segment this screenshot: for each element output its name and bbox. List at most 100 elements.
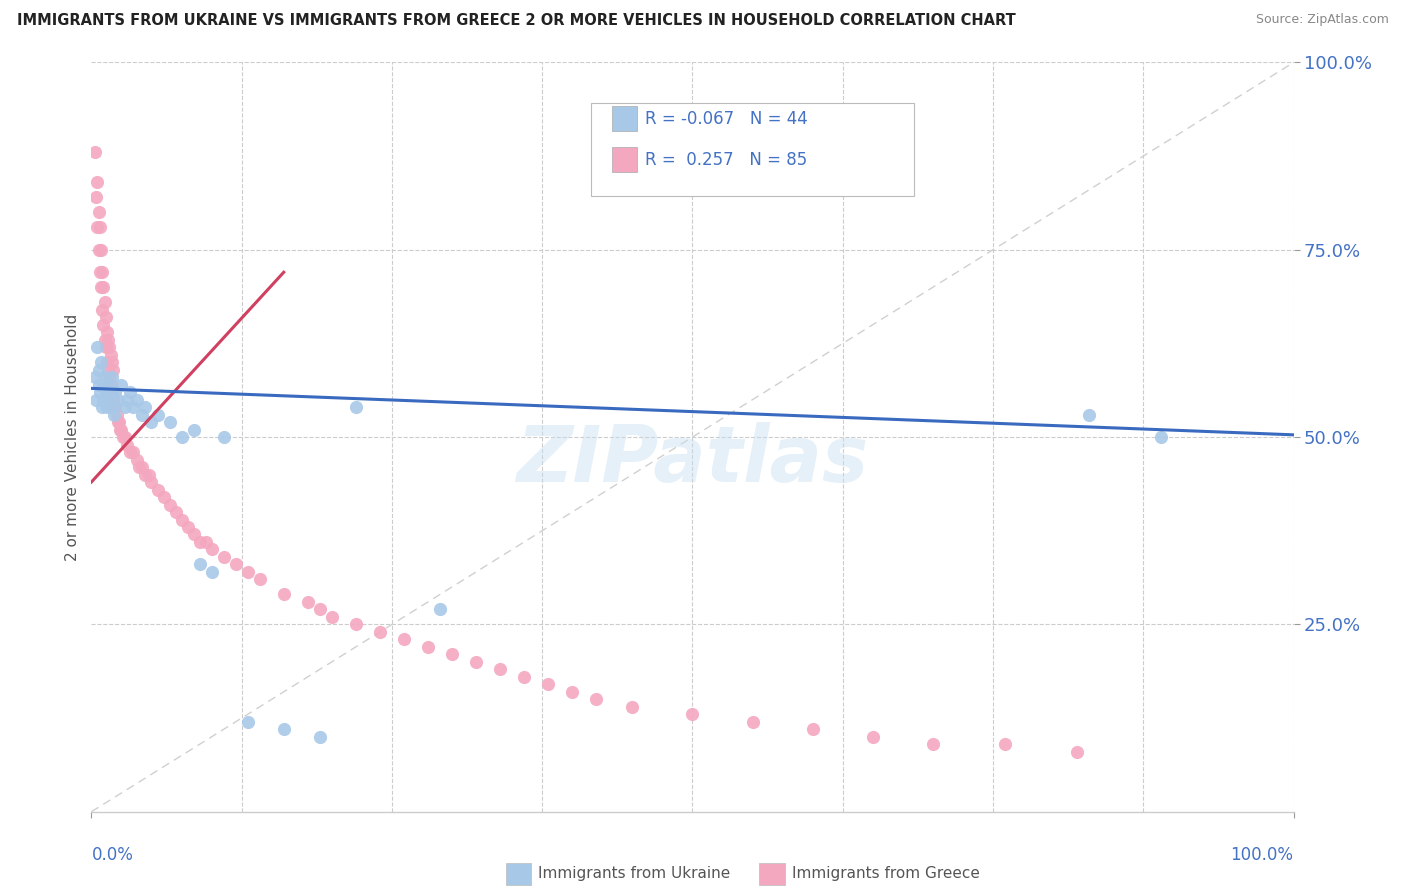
Point xyxy=(344,617,367,632)
Point xyxy=(90,355,112,369)
Point xyxy=(90,280,112,294)
Point xyxy=(86,175,108,189)
Point xyxy=(297,595,319,609)
Point xyxy=(98,340,121,354)
Point xyxy=(236,714,259,729)
Point xyxy=(96,355,118,369)
Point xyxy=(188,535,211,549)
Point xyxy=(93,392,115,407)
Point xyxy=(429,602,451,616)
Point xyxy=(84,370,107,384)
Point xyxy=(537,677,560,691)
Point xyxy=(84,392,107,407)
Point xyxy=(1066,745,1088,759)
Point xyxy=(118,445,141,459)
Text: 0.0%: 0.0% xyxy=(91,846,134,863)
Point xyxy=(741,714,763,729)
Point xyxy=(1078,408,1101,422)
Point xyxy=(86,340,108,354)
Point xyxy=(138,467,160,482)
Point xyxy=(101,385,124,400)
Point xyxy=(97,333,120,347)
Point xyxy=(176,520,198,534)
Point xyxy=(152,490,174,504)
Point xyxy=(114,430,136,444)
Point xyxy=(212,549,235,564)
Point xyxy=(308,602,330,616)
Point xyxy=(94,340,117,354)
Point xyxy=(86,220,108,235)
Text: 100.0%: 100.0% xyxy=(1230,846,1294,863)
Point xyxy=(561,685,583,699)
Point xyxy=(170,512,193,526)
Point xyxy=(103,400,125,414)
Point xyxy=(122,445,145,459)
Point xyxy=(84,145,107,160)
Point xyxy=(212,430,235,444)
Text: Source: ZipAtlas.com: Source: ZipAtlas.com xyxy=(1256,13,1389,27)
Point xyxy=(273,723,295,737)
Point xyxy=(141,415,163,429)
Point xyxy=(93,333,115,347)
Point xyxy=(416,640,439,654)
Point xyxy=(91,265,114,279)
Text: IMMIGRANTS FROM UKRAINE VS IMMIGRANTS FROM GREECE 2 OR MORE VEHICLES IN HOUSEHOL: IMMIGRANTS FROM UKRAINE VS IMMIGRANTS FR… xyxy=(17,13,1015,29)
Point xyxy=(90,243,112,257)
Point xyxy=(159,415,181,429)
Point xyxy=(118,385,141,400)
Point xyxy=(585,692,607,706)
Point xyxy=(97,362,120,376)
Point xyxy=(110,423,132,437)
Point xyxy=(801,723,824,737)
Point xyxy=(134,467,156,482)
Point xyxy=(110,423,132,437)
Point xyxy=(249,573,271,587)
Point xyxy=(681,707,703,722)
Point xyxy=(392,632,415,647)
Point xyxy=(107,415,129,429)
Point xyxy=(91,400,114,414)
Point xyxy=(125,452,148,467)
Point xyxy=(87,362,110,376)
Point xyxy=(225,558,247,572)
Point xyxy=(134,400,156,414)
Point xyxy=(114,400,136,414)
Point xyxy=(96,325,118,339)
Text: Immigrants from Ukraine: Immigrants from Ukraine xyxy=(538,866,731,880)
Point xyxy=(513,670,536,684)
Point xyxy=(89,220,111,235)
Point xyxy=(101,400,124,414)
Point xyxy=(862,730,884,744)
Point xyxy=(131,460,153,475)
Point xyxy=(105,408,128,422)
Point xyxy=(97,377,120,392)
Point xyxy=(104,400,127,414)
Text: R = -0.067   N = 44: R = -0.067 N = 44 xyxy=(645,110,808,128)
Point xyxy=(103,408,125,422)
Point xyxy=(128,460,150,475)
Point xyxy=(1150,430,1173,444)
Point xyxy=(489,662,512,676)
Point xyxy=(117,437,139,451)
Point xyxy=(621,699,644,714)
Point xyxy=(141,475,163,489)
Point xyxy=(89,265,111,279)
Point xyxy=(93,377,115,392)
Point xyxy=(96,400,118,414)
Point xyxy=(183,423,205,437)
Point xyxy=(440,648,463,662)
Point xyxy=(87,243,110,257)
Text: ZIPatlas: ZIPatlas xyxy=(516,422,869,498)
Point xyxy=(273,587,295,601)
Point xyxy=(101,370,124,384)
Point xyxy=(87,377,110,392)
Point xyxy=(201,542,224,557)
Point xyxy=(110,377,132,392)
Point xyxy=(100,385,122,400)
Point xyxy=(100,377,122,392)
Point xyxy=(107,392,129,407)
Point xyxy=(98,392,121,407)
Point xyxy=(101,362,124,376)
Point xyxy=(125,392,148,407)
Point xyxy=(87,205,110,219)
